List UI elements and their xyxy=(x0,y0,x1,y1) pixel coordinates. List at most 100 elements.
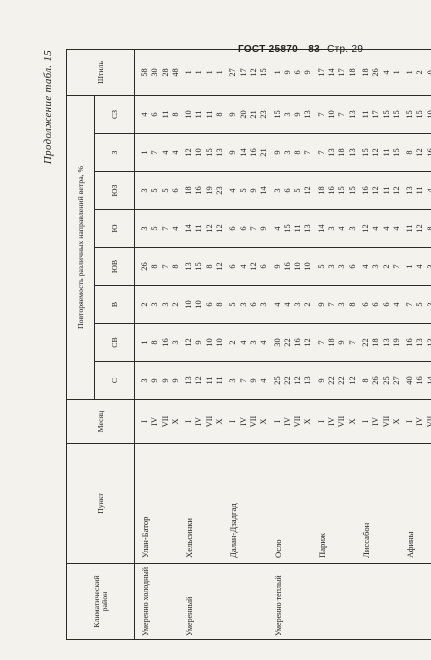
value: 23 xyxy=(215,186,225,195)
value: 13 xyxy=(303,376,313,385)
value: 1 xyxy=(391,70,401,75)
value: 0 xyxy=(426,52,431,93)
header-direction: СЗ xyxy=(94,95,135,134)
value: 3 xyxy=(426,288,431,321)
value: 2 xyxy=(170,302,180,307)
value: 3 xyxy=(426,250,431,283)
cell-direction-values: 30 22 16 12 xyxy=(270,323,315,362)
table-row: Париж I IV VII X 9 22 22 12 7 18 9 7 9 7 3 8 5 3 3 6 14 3 4 3 18 1… xyxy=(314,49,359,640)
value: 17 xyxy=(371,110,381,119)
cell-direction-values: 9 16 10 10 xyxy=(270,247,315,286)
cell-direction-values: 18 16 19 23 xyxy=(182,171,227,210)
value: 8 xyxy=(426,212,431,245)
page-header: ГОСТ 25870—83 Стр. 29 xyxy=(238,44,413,55)
cell-point: Улан-Батор xyxy=(134,443,183,564)
cell-direction-values: 4 5 9 14 xyxy=(226,171,271,210)
value: 3 xyxy=(259,302,269,307)
value: 14 xyxy=(425,376,431,385)
value: 19 xyxy=(391,338,401,347)
cell-direction-values: 12 4 4 4 xyxy=(358,209,404,248)
table-row: Далан-Дзадгад I IV VII X 3 7 9 4 2 4 3 4 5 3 6 3 6 4 12 6 6 6 7… xyxy=(226,49,271,640)
header-direction-group: Повторяемость различных направлений ветр… xyxy=(66,95,95,400)
month-label: X xyxy=(391,418,401,425)
cell-point: Париж xyxy=(314,443,359,564)
table-row: Умеренный Хельсинки I IV VII X 13 12 11 11 12 9 10 10… xyxy=(182,49,227,640)
cell-direction-values: 9 20 21 23 xyxy=(226,95,271,134)
cell-direction-values: 7 13 18 13 xyxy=(314,133,359,172)
cell-direction-values: 8 26 25 27 xyxy=(358,361,404,400)
header-zone: Климатический район xyxy=(66,563,135,640)
table-row: Умеренно холодный Улан-Батор I IV VII X 3 9 9 9 1 8… xyxy=(134,49,183,640)
cell-direction-values: 15 3 9 13 xyxy=(270,95,315,134)
standard-number: ГОСТ 25870—83 xyxy=(238,44,321,55)
cell-zone xyxy=(358,563,404,640)
value: 9 xyxy=(259,226,269,231)
month-label: VII xyxy=(425,415,431,428)
cell-direction-values: 1 8 16 3 xyxy=(134,323,183,362)
value: 13 xyxy=(215,148,225,157)
cell-direction-values: 14 3 4 3 xyxy=(314,209,359,248)
month-label: X xyxy=(215,418,225,425)
value: 12 xyxy=(303,338,313,347)
value: 2 xyxy=(303,302,313,307)
cell-direction-values: 25 22 12 13 xyxy=(270,361,315,400)
value: 26 xyxy=(371,68,381,77)
cell-zone: Умеренно холодный xyxy=(134,563,183,640)
table-caption: Продолжение табл. 15 xyxy=(42,50,54,165)
cell-direction-values: 16 12 11 12 xyxy=(358,171,404,210)
cell-direction-values: 10 11 11 8 xyxy=(182,95,227,134)
cell-direction-values: 812162 xyxy=(403,133,431,172)
cell-direction-values: 40161415 xyxy=(403,361,431,400)
cell-direction-values: 11 17 15 15 xyxy=(358,95,404,134)
value: 8 xyxy=(170,112,180,117)
page-number: Стр. 29 xyxy=(327,44,364,55)
value: 12 xyxy=(391,186,401,195)
value: 14 xyxy=(259,186,269,195)
value: 9 xyxy=(170,378,180,383)
value: 7 xyxy=(391,264,401,269)
month-label: X xyxy=(259,418,269,425)
value: 18 xyxy=(347,68,357,77)
cell-zone: Умеренно теплый xyxy=(270,563,315,640)
value: 11 xyxy=(215,376,225,385)
value: 18 xyxy=(371,338,381,347)
value: 3 xyxy=(347,226,357,231)
cell-direction-values: 12 10 15 13 xyxy=(182,133,227,172)
value: 8 xyxy=(347,302,357,307)
value: 13 xyxy=(303,110,313,119)
cell-direction-values: 9 22 22 12 xyxy=(314,361,359,400)
value: 21 xyxy=(259,148,269,157)
value: 4 xyxy=(170,150,180,155)
cell-calm-values: 1200 xyxy=(403,49,431,96)
value: 15 xyxy=(391,110,401,119)
value: 3 xyxy=(170,340,180,345)
value: 10 xyxy=(215,338,225,347)
header-direction: В xyxy=(94,285,135,324)
cell-direction-values: 7 18 9 7 xyxy=(314,323,359,362)
value: 6 xyxy=(347,264,357,269)
cell-direction-values: 15 12 11 15 xyxy=(358,133,404,172)
cell-point: Осло xyxy=(270,443,315,564)
cell-direction-values: 3 6 5 12 xyxy=(270,171,315,210)
header-point: Пункт xyxy=(66,443,135,564)
value: 4 xyxy=(259,378,269,383)
value: 7 xyxy=(303,150,313,155)
cell-direction-values: 6 4 12 6 xyxy=(226,247,271,286)
value: 8 xyxy=(215,112,225,117)
value: 13 xyxy=(347,148,357,157)
header-calm: Штиль xyxy=(66,49,135,96)
cell-calm-values: 27 17 12 15 xyxy=(226,49,271,96)
